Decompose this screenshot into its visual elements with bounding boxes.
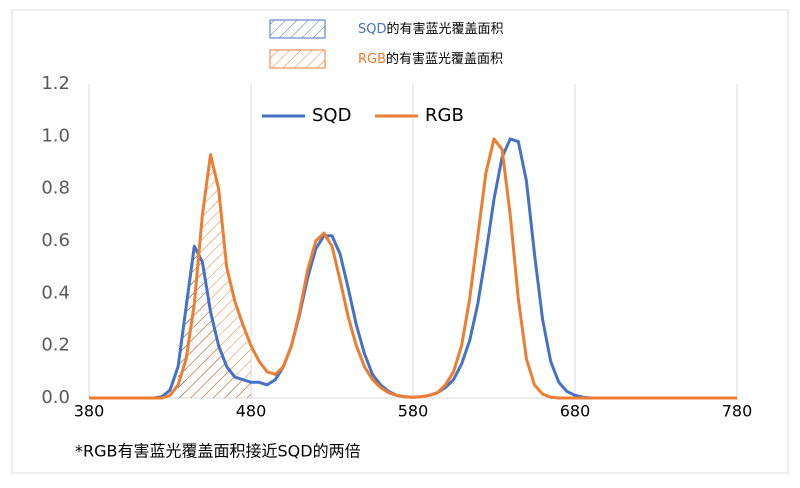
legend-text: 的有害蓝光覆盖面积 bbox=[387, 21, 504, 37]
legend-label: RGB bbox=[425, 105, 464, 126]
y-tick-label: 0.8 bbox=[41, 178, 70, 199]
legend-label: SQD bbox=[312, 105, 351, 126]
legend-label: RGB的有害蓝光覆盖面积 bbox=[358, 51, 503, 67]
x-tick-label: 780 bbox=[722, 402, 753, 421]
y-tick-label: 0.6 bbox=[41, 230, 70, 251]
legend-label: SQD的有害蓝光覆盖面积 bbox=[358, 21, 504, 37]
y-tick-label: 1.0 bbox=[41, 125, 70, 146]
y-tick-label: 1.2 bbox=[41, 73, 70, 94]
legend-hatch-box bbox=[269, 19, 326, 39]
x-tick-label: 680 bbox=[560, 402, 591, 421]
x-tick-label: 380 bbox=[74, 402, 105, 421]
legend-prefix: SQD bbox=[358, 22, 387, 37]
legend-hatch-box bbox=[269, 49, 326, 69]
frame bbox=[11, 9, 789, 474]
legend-text: 的有害蓝光覆盖面积 bbox=[386, 51, 503, 67]
x-tick-label: 580 bbox=[398, 402, 429, 421]
legend-prefix: RGB bbox=[358, 52, 386, 67]
x-tick-label: 480 bbox=[236, 402, 267, 421]
y-tick-label: 0.0 bbox=[41, 387, 70, 408]
line bbox=[89, 137, 737, 400]
y-tick-label: 0.4 bbox=[41, 282, 70, 303]
y-tick-label: 0.2 bbox=[41, 335, 70, 356]
note: *RGB有害蓝光覆盖面积接近SQD的两倍 bbox=[75, 442, 361, 461]
